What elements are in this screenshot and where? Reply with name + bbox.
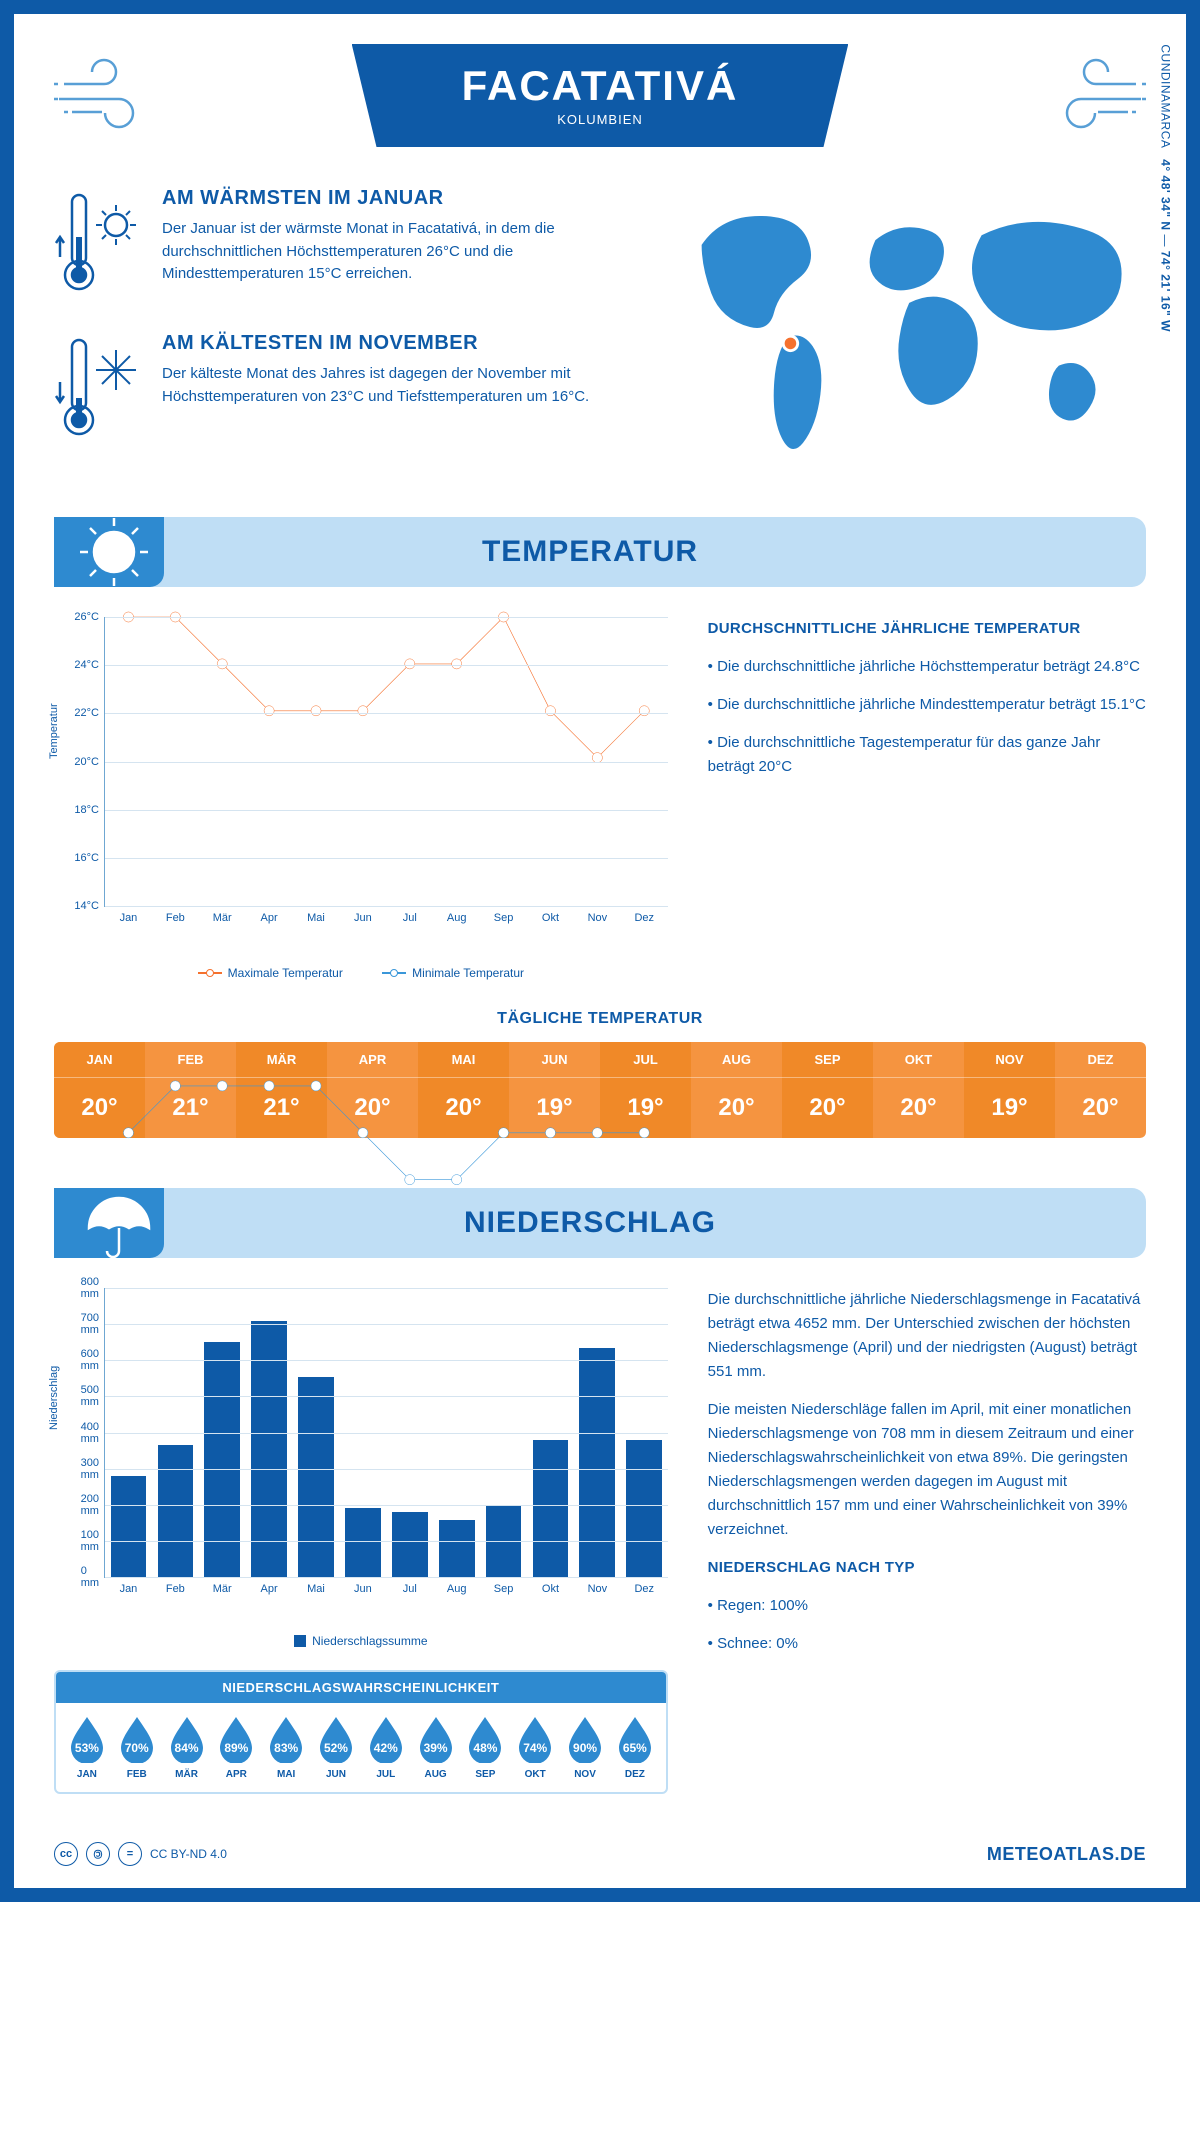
city-title: FACATATIVÁ [462,62,739,110]
world-map: CUNDINAMARCA 4° 48' 34" N — 74° 21' 16" … [663,187,1146,477]
precip-para-1: Die durchschnittliche jährliche Niedersc… [708,1288,1146,1384]
thermometer-cold-icon [54,332,144,447]
country-subtitle: KOLUMBIEN [462,112,739,127]
prob-drop: 48%SEP [461,1715,511,1780]
prob-drop: 53%JAN [62,1715,112,1780]
prob-drop: 84%MÄR [162,1715,212,1780]
umbrella-icon [54,1188,164,1258]
infographic-frame: FACATATIVÁ KOLUMBIEN AM WÄRMSTEN IM JANU… [0,0,1200,1902]
title-banner: FACATATIVÁ KOLUMBIEN [352,44,849,147]
intro-row: AM WÄRMSTEN IM JANUAR Der Januar ist der… [54,187,1146,477]
precipitation-probability-box: NIEDERSCHLAGSWAHRSCHEINLICHKEIT 53%JAN70… [54,1670,668,1794]
prob-drop: 65%DEZ [610,1715,660,1780]
warmest-text: Der Januar ist der wärmste Monat in Faca… [162,218,633,286]
temperature-heading: TEMPERATUR [54,535,1126,569]
precipitation-bar-chart: Niederschlag JanFebMärAprMaiJunJulAugSep… [54,1288,668,1628]
prob-drop: 70%FEB [112,1715,162,1780]
prob-drop: 42%JUL [361,1715,411,1780]
prob-drop: 39%AUG [411,1715,461,1780]
prob-drop: 90%NOV [560,1715,610,1780]
coldest-title: AM KÄLTESTEN IM NOVEMBER [162,332,633,355]
precipitation-heading: NIEDERSCHLAG [54,1206,1126,1240]
section-head-temperature: TEMPERATUR [54,517,1146,587]
prob-drop: 83%MAI [261,1715,311,1780]
prob-drop: 89%APR [211,1715,261,1780]
precip-y-label: Niederschlag [48,1366,60,1430]
wind-icon-right [1036,54,1146,139]
map-svg [663,187,1146,457]
prob-title: NIEDERSCHLAGSWAHRSCHEINLICHKEIT [56,1672,666,1703]
section-head-precipitation: NIEDERSCHLAG [54,1188,1146,1258]
temp-bullet-1: • Die durchschnittliche jährliche Höchst… [708,655,1146,679]
precip-type-snow: • Schnee: 0% [708,1632,1146,1656]
thermometer-hot-icon [54,187,144,302]
temperature-line-chart: Temperatur JanFebMärAprMaiJunJulAugSepOk… [54,617,668,957]
temp-bullet-2: • Die durchschnittliche jährliche Mindes… [708,693,1146,717]
site-name: METEOATLAS.DE [987,1844,1146,1865]
license: cc🄯= CC BY-ND 4.0 [54,1842,227,1866]
temp-y-label: Temperatur [48,703,60,759]
warmest-title: AM WÄRMSTEN IM JANUAR [162,187,633,210]
warmest-block: AM WÄRMSTEN IM JANUAR Der Januar ist der… [54,187,633,302]
precip-legend: Niederschlagssumme [54,1634,668,1650]
precip-type-heading: NIEDERSCHLAG NACH TYP [708,1556,1146,1580]
coldest-text: Der kälteste Monat des Jahres ist dagege… [162,363,633,408]
prob-drop: 74%OKT [510,1715,560,1780]
precip-para-2: Die meisten Niederschläge fallen im Apri… [708,1398,1146,1542]
temp-text-heading: DURCHSCHNITTLICHE JÄHRLICHE TEMPERATUR [708,617,1146,641]
coordinates: CUNDINAMARCA 4° 48' 34" N — 74° 21' 16" … [1159,44,1173,332]
sun-icon [54,517,164,587]
prob-drop: 52%JUN [311,1715,361,1780]
wind-icon-left [54,54,164,139]
temp-bullet-3: • Die durchschnittliche Tagestemperatur … [708,731,1146,779]
header: FACATATIVÁ KOLUMBIEN [54,44,1146,147]
coldest-block: AM KÄLTESTEN IM NOVEMBER Der kälteste Mo… [54,332,633,447]
precip-type-rain: • Regen: 100% [708,1594,1146,1618]
footer: cc🄯= CC BY-ND 4.0 METEOATLAS.DE [54,1824,1146,1888]
